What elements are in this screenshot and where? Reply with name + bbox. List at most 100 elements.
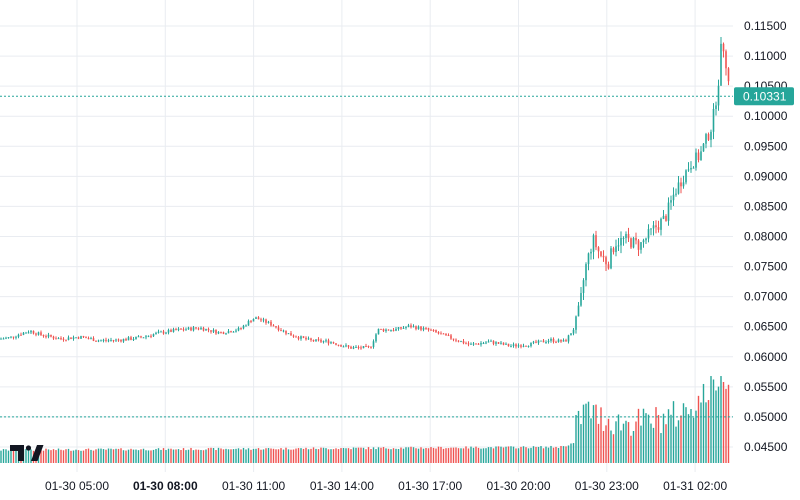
candle-body xyxy=(250,320,252,322)
candle-body xyxy=(135,336,137,340)
candle-body xyxy=(635,237,637,241)
candle-body xyxy=(62,338,65,340)
candle-body xyxy=(200,327,202,329)
candle-body xyxy=(687,169,690,171)
candle-body xyxy=(610,248,612,269)
candle-body xyxy=(575,316,577,330)
candle-body xyxy=(145,336,147,338)
candle-body xyxy=(205,328,207,331)
candle-body xyxy=(30,330,32,333)
candle-body xyxy=(582,280,585,294)
candle-body xyxy=(292,335,295,337)
candle-body xyxy=(345,345,347,347)
candle-body xyxy=(682,182,685,187)
candle-body xyxy=(65,339,67,341)
candle-body xyxy=(182,329,185,331)
candle-body xyxy=(470,343,472,345)
candle-body xyxy=(505,343,507,345)
candle-body xyxy=(115,339,117,341)
candle-body xyxy=(632,237,635,248)
candle-body xyxy=(650,228,652,230)
candle-body xyxy=(622,237,625,239)
candle-body xyxy=(120,339,122,342)
candle-body xyxy=(640,242,642,250)
candle-body xyxy=(462,341,465,344)
candle-body xyxy=(255,317,257,319)
candle-body xyxy=(537,340,540,343)
candle-body xyxy=(47,334,50,337)
candle-body xyxy=(107,340,110,342)
candle-body xyxy=(242,325,245,329)
candle-body xyxy=(37,332,40,335)
time-tick-label: 01-30 17:00 xyxy=(398,479,462,493)
time-axis[interactable]: 01-30 05:00 01-30 08:00 01-30 11:00 01-30 1… xyxy=(45,479,727,493)
candle-body xyxy=(302,336,305,338)
price-tick-label: 0.07000 xyxy=(744,290,788,304)
price-tick-label: 0.04500 xyxy=(744,440,788,454)
candle-body xyxy=(570,333,572,336)
candle-body xyxy=(587,253,590,265)
candle-body xyxy=(705,134,707,144)
candle-body xyxy=(220,331,222,333)
candle-body xyxy=(420,326,422,330)
candle-body xyxy=(512,344,515,346)
candle-body xyxy=(50,334,52,337)
candle-body xyxy=(410,325,412,328)
candle-body xyxy=(460,341,462,343)
candle-body xyxy=(80,336,82,339)
candle-body xyxy=(240,327,242,329)
candle-body xyxy=(517,345,520,347)
candle-body xyxy=(557,339,560,342)
candle-body xyxy=(342,346,345,348)
candle-body xyxy=(95,340,97,342)
candle-body xyxy=(82,336,85,338)
candle-body xyxy=(402,327,405,329)
candle-body xyxy=(10,336,12,338)
candle-body xyxy=(150,335,152,337)
candle-body xyxy=(607,264,610,269)
candle-body xyxy=(712,109,715,132)
price-axis[interactable]: 0.04500 0.05000 0.05500 0.06000 0.06500 0.070… xyxy=(744,19,788,454)
candle-body xyxy=(660,218,662,230)
candle-body xyxy=(677,182,680,194)
candle-body xyxy=(12,336,15,338)
last-price-value: 0.10331 xyxy=(743,89,787,103)
candle-body xyxy=(515,344,517,347)
candle-body xyxy=(567,335,570,342)
candle-body xyxy=(172,329,175,332)
candle-body xyxy=(572,329,575,334)
candle-body xyxy=(550,338,552,341)
candle-body xyxy=(510,345,512,347)
candle-body xyxy=(322,341,325,343)
candle-body xyxy=(272,325,275,327)
candle-body xyxy=(330,342,332,344)
candle-body xyxy=(222,332,225,334)
candle-body xyxy=(332,342,335,344)
candle-body xyxy=(485,342,487,344)
candle-body xyxy=(270,321,272,326)
candle-body xyxy=(105,339,107,341)
candle-body xyxy=(137,336,140,338)
candle-body xyxy=(175,329,177,331)
candle-body xyxy=(492,340,495,344)
tradingview-logo-icon[interactable] xyxy=(10,443,44,463)
candle-body xyxy=(405,327,407,329)
time-tick-label: 01-30 05:00 xyxy=(45,479,109,493)
candle-body xyxy=(465,343,467,345)
candle-body xyxy=(630,238,632,248)
candle-body xyxy=(500,342,502,344)
candle-body xyxy=(455,339,457,341)
candle-body xyxy=(282,330,285,332)
candle-body xyxy=(305,337,307,340)
candle-body xyxy=(447,335,450,337)
candle-body xyxy=(350,346,352,349)
candle-body xyxy=(715,105,717,110)
candle-body xyxy=(652,225,655,229)
candle-body xyxy=(100,340,102,342)
candle-body xyxy=(412,326,415,328)
candle-body xyxy=(457,340,460,342)
candle-body xyxy=(185,329,187,331)
candle-body xyxy=(170,329,172,332)
